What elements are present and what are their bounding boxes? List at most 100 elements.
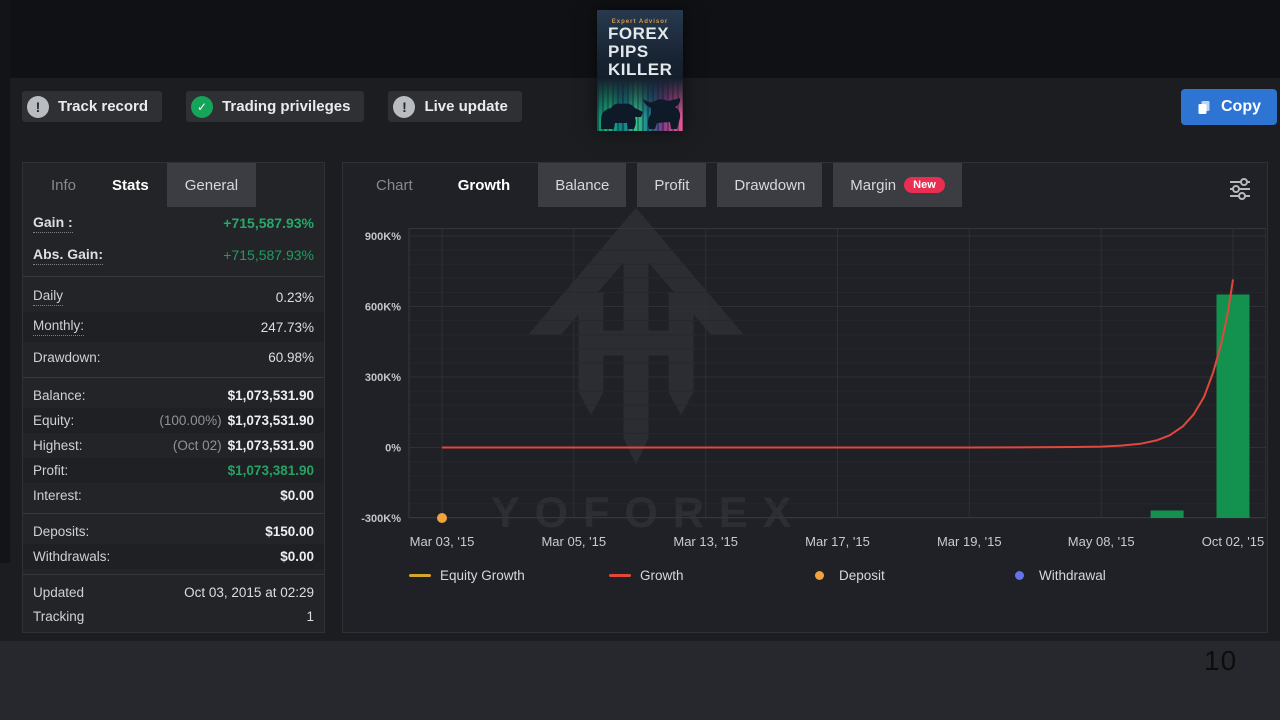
bull-silhouette: [643, 98, 681, 129]
stat-label: Highest:: [33, 438, 83, 453]
book-title-line: KILLER: [608, 60, 673, 79]
copy-label: Copy: [1221, 98, 1261, 115]
stat-label: Drawdown:: [33, 349, 101, 365]
book-title-line: PIPS: [608, 42, 649, 61]
svg-text:900K%: 900K%: [365, 231, 401, 243]
legend-growth[interactable]: Growth: [609, 568, 809, 583]
stat-label[interactable]: Daily: [33, 288, 64, 306]
stat-label: Equity:: [33, 413, 75, 428]
stats-tabs: Info Stats General: [33, 163, 257, 207]
growth-swatch: [609, 574, 631, 577]
svg-text:-300K%: -300K%: [361, 513, 401, 525]
stat-value: $1,073,531.90: [227, 438, 314, 453]
svg-text:Mar 03, '15: Mar 03, '15: [410, 534, 475, 549]
book-author: Expert Advisor: [611, 19, 669, 25]
svg-text:Mar 17, '15: Mar 17, '15: [805, 534, 870, 549]
stat-row-interest: Interest: $0.00: [23, 483, 324, 508]
divider: [23, 513, 324, 514]
new-badge: New: [904, 177, 945, 193]
tab-info[interactable]: Info: [51, 176, 77, 194]
stat-label: Deposits:: [33, 524, 90, 539]
bear-bull-graphic: [601, 98, 681, 129]
stats-panel: Info Stats General Gain : +715,587.93% A…: [22, 162, 325, 633]
tab-margin-label: Margin: [850, 176, 897, 194]
svg-text:300K%: 300K%: [365, 372, 401, 384]
exclamation-icon: !: [393, 95, 416, 118]
stat-value: $150.00: [265, 524, 314, 539]
stat-label[interactable]: Abs. Gain:: [33, 246, 104, 265]
track-record-badge[interactable]: ! Track record: [22, 91, 163, 122]
tab-profit[interactable]: Profit: [637, 163, 707, 207]
svg-text:Mar 19, '15: Mar 19, '15: [937, 534, 1002, 549]
stat-value: 247.73%: [260, 319, 314, 335]
stat-row-abs-gain: Abs. Gain: +715,587.93%: [23, 239, 324, 271]
stat-label: Tracking: [33, 608, 85, 624]
stat-label[interactable]: Monthly:: [33, 318, 85, 336]
stat-label[interactable]: Gain :: [33, 214, 73, 233]
stat-value: $0.00: [280, 488, 314, 503]
chart-panel: Chart Growth Balance Profit Drawdown Mar…: [342, 162, 1268, 633]
tab-margin[interactable]: Margin New: [833, 163, 962, 207]
svg-text:Oct 02, '15: Oct 02, '15: [1202, 534, 1264, 549]
tab-stats[interactable]: Stats: [94, 163, 167, 207]
stat-value: 1: [306, 608, 314, 624]
stat-value: $0.00: [280, 549, 314, 564]
legend-label: Deposit: [839, 568, 885, 583]
stat-prefix: (100.00%): [159, 413, 222, 428]
legend-label: Withdrawal: [1039, 568, 1106, 583]
badge-label: Track record: [58, 98, 149, 115]
divider: [23, 276, 324, 277]
legend-label: Growth: [640, 568, 684, 583]
stat-label: Profit:: [33, 463, 69, 478]
trading-privileges-badge[interactable]: ✓ Trading privileges: [186, 91, 365, 122]
tab-growth[interactable]: Growth: [440, 163, 528, 207]
page-number: 10: [1204, 645, 1238, 676]
legend-label: Equity Growth: [440, 568, 525, 583]
tab-chart[interactable]: Chart: [376, 176, 413, 194]
badge-label: Trading privileges: [222, 98, 351, 115]
stat-row-balance: Balance: $1,073,531.90: [23, 383, 324, 408]
legend-deposit[interactable]: Deposit: [809, 568, 1009, 583]
exclamation-icon: !: [27, 95, 49, 118]
badge-label: Live update: [424, 98, 508, 115]
legend-withdrawal[interactable]: Withdrawal: [1009, 568, 1209, 583]
stat-row-drawdown: Drawdown: 60.98%: [23, 342, 324, 372]
svg-text:Mar 13, '15: Mar 13, '15: [673, 534, 738, 549]
stat-value: +715,587.93%: [223, 215, 314, 231]
stat-row-withdrawals: Withdrawals: $0.00: [23, 544, 324, 569]
stat-row-deposits: Deposits: $150.00: [23, 519, 324, 544]
left-edge: [0, 0, 10, 563]
stat-prefix: (Oct 02): [172, 438, 222, 453]
stat-row-tracking: Tracking 1: [23, 604, 324, 628]
stats-body: Gain : +715,587.93% Abs. Gain: +715,587.…: [23, 207, 324, 628]
book-cover: Expert Advisor FOREX PIPS KILLER: [597, 10, 683, 131]
bottom-strip: [0, 641, 1280, 720]
growth-chart[interactable]: 900K% 600K% 300K% 0% -300K% Mar 03, '15 Mar 05…: [343, 228, 1266, 558]
copy-button[interactable]: Copy: [1181, 89, 1277, 125]
live-update-badge[interactable]: ! Live update: [388, 91, 522, 122]
tab-drawdown[interactable]: Drawdown: [717, 163, 823, 207]
chart-settings-icon[interactable]: [1227, 176, 1253, 207]
chart-tabs: Chart Growth Balance Profit Drawdown Mar…: [359, 163, 962, 207]
stat-row-daily: Daily 0.23%: [23, 282, 324, 312]
tab-balance[interactable]: Balance: [538, 163, 627, 207]
tab-general[interactable]: General: [166, 163, 257, 207]
legend-equity-growth[interactable]: Equity Growth: [409, 568, 609, 583]
stat-label: Balance:: [33, 388, 86, 403]
stat-value: +715,587.93%: [223, 247, 314, 263]
stat-value: Oct 03, 2015 at 02:29: [184, 584, 314, 600]
stat-row-profit: Profit: $1,073,381.90: [23, 458, 324, 483]
divider: [23, 574, 324, 575]
svg-text:May 08, '15: May 08, '15: [1068, 534, 1135, 549]
stat-row-gain: Gain : +715,587.93%: [23, 207, 324, 239]
stat-label: Interest:: [33, 488, 82, 503]
deposit-swatch: [815, 571, 824, 580]
svg-text:Mar 05, '15: Mar 05, '15: [541, 534, 606, 549]
stat-value: $1,073,381.90: [227, 463, 314, 478]
check-icon: ✓: [191, 95, 214, 118]
stat-row-monthly: Monthly: 247.73%: [23, 312, 324, 342]
status-badges: ! Track record ✓ Trading privileges ! Li…: [22, 91, 522, 122]
svg-text:600K%: 600K%: [365, 302, 401, 314]
chart-legend: Equity Growth Growth Deposit Withdrawal: [409, 568, 1209, 583]
